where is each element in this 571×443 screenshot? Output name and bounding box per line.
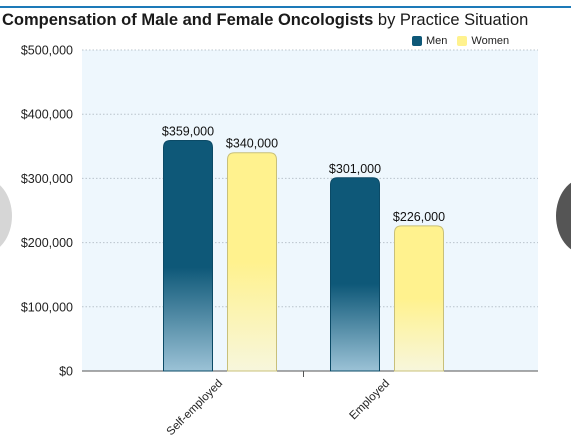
data-label-women-employed: $226,000 — [393, 210, 445, 224]
x-tick-label: Employed — [347, 378, 392, 423]
bar-women-employed — [394, 225, 444, 372]
legend-swatch-men — [412, 36, 422, 46]
data-label-men-employed: $301,000 — [329, 162, 381, 176]
title-rule — [0, 6, 571, 8]
bar-men-self-employed — [163, 140, 213, 372]
chart-title-suffix: by Practice Situation — [373, 11, 529, 29]
legend-label-women: Women — [471, 35, 510, 47]
bar-women-self-employed — [227, 152, 277, 372]
data-label-men-self-employed: $359,000 — [162, 125, 214, 139]
bar-men-employed — [330, 177, 380, 372]
plot-area — [82, 50, 538, 371]
next-slide-button[interactable] — [556, 178, 571, 254]
y-tick-label: $0 — [59, 365, 73, 379]
y-tick-label: $500,000 — [21, 44, 73, 58]
chart-legend: Men Women — [412, 35, 519, 47]
legend-label-men: Men — [426, 35, 448, 47]
legend-item-women: Women — [457, 35, 509, 47]
legend-swatch-women — [457, 36, 468, 46]
y-tick-label: $300,000 — [21, 172, 73, 186]
y-tick-label: $100,000 — [21, 300, 73, 314]
chart-title: Compensation of Male and Female Oncologi… — [2, 10, 528, 30]
y-tick-label: $200,000 — [21, 236, 73, 250]
chart-title-main: Compensation of Male and Female Oncologi… — [2, 11, 374, 29]
x-tick-label: Self-employed — [165, 378, 225, 438]
data-label-women-self-employed: $340,000 — [226, 137, 278, 151]
legend-item-men: Men — [412, 35, 447, 47]
y-tick-label: $400,000 — [21, 108, 73, 122]
